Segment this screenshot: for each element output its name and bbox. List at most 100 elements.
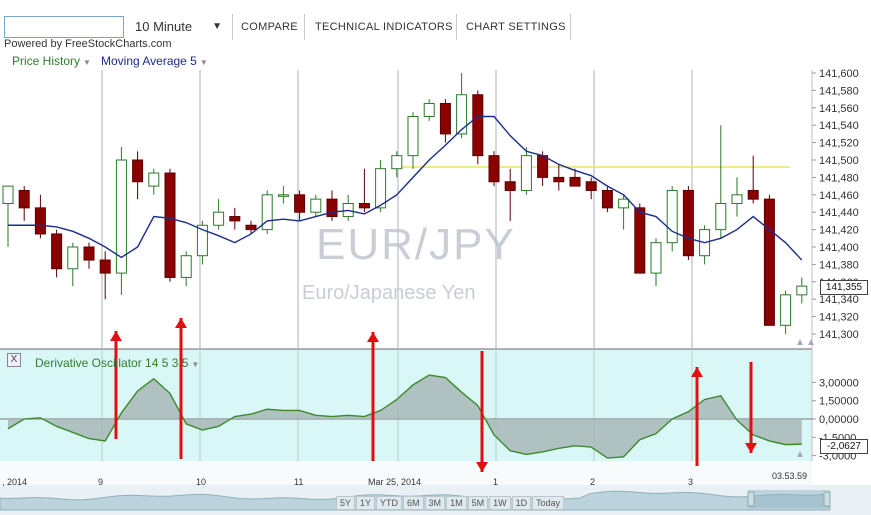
candle-body — [504, 181, 516, 191]
time-axis: , 2014 9 10 11 Mar 25, 2014 1 2 3 03.53.59 — [2, 471, 807, 487]
price-axis: 141,600 141,580 141,560 141,540 141,520 141,5… — [812, 68, 859, 341]
range-button[interactable]: 1W — [489, 496, 511, 510]
candle — [164, 168, 176, 282]
candle-body — [666, 189, 678, 244]
arrow-head — [476, 462, 488, 472]
price-axis-label: 141,500 — [819, 155, 859, 167]
candle-body — [99, 259, 111, 274]
candle-body — [391, 155, 403, 170]
candle — [650, 238, 662, 287]
candle-body — [132, 159, 144, 183]
oscillator-line — [7, 374, 802, 459]
oscillator-menu[interactable]: Derivative Oscillator 14 5 3 5 ▼ — [35, 356, 199, 370]
candle-body — [229, 216, 241, 222]
time-axis-bg — [0, 461, 812, 485]
candle — [780, 290, 792, 334]
caret-down-icon: ▼ — [212, 21, 222, 32]
caret-down-icon: ▼ — [199, 58, 208, 67]
scroll-up-icon[interactable] — [797, 339, 803, 345]
time-axis-label: 1 — [493, 477, 498, 487]
range-button[interactable]: 5M — [467, 496, 489, 510]
candle — [115, 146, 127, 295]
candle-body — [520, 155, 532, 191]
candle-body — [310, 198, 322, 213]
candle — [763, 194, 775, 326]
candle-body — [294, 194, 306, 213]
candle-body — [747, 189, 759, 200]
up-arrow — [110, 331, 122, 439]
arrow-head — [691, 367, 703, 377]
price-axis-label: 141,420 — [819, 225, 859, 237]
time-axis-label: , 2014 — [2, 477, 27, 487]
candle-body — [456, 94, 468, 135]
range-button[interactable]: Today — [532, 496, 565, 510]
price-axis-label: 141,340 — [819, 294, 859, 306]
candle — [358, 168, 370, 213]
candle-body — [180, 255, 192, 278]
arrow-head — [175, 318, 187, 328]
candle-body — [277, 194, 289, 197]
range-button[interactable]: 1Y — [356, 496, 376, 510]
price-axis-label: 141,480 — [819, 172, 859, 184]
candle — [326, 190, 338, 221]
down-arrow — [476, 351, 488, 472]
candle — [407, 112, 419, 169]
toolbar-divider — [570, 14, 571, 40]
candle — [731, 177, 743, 217]
candle — [51, 229, 63, 278]
candle-body — [164, 172, 176, 278]
range-button[interactable]: 3M — [424, 496, 446, 510]
candle — [229, 207, 241, 230]
candle-body — [650, 242, 662, 274]
technical-indicators-button[interactable]: TECHNICAL INDICATORS — [315, 21, 453, 33]
down-arrow — [745, 362, 757, 453]
candle — [423, 99, 435, 121]
candle-body — [261, 194, 273, 231]
candle — [213, 199, 225, 230]
range-button[interactable]: 6M — [403, 496, 424, 510]
candle — [504, 168, 516, 221]
interval-dropdown[interactable]: 10 Minute ▼ — [131, 16, 226, 38]
candle — [2, 185, 14, 247]
symbol-search-input[interactable] — [4, 16, 124, 38]
navigator-right-handle[interactable] — [823, 491, 831, 507]
price-history-label: Price History — [12, 54, 81, 68]
time-axis-label: 3 — [688, 477, 693, 487]
price-axis-label: 141,400 — [819, 242, 859, 254]
range-button[interactable]: 5Y — [336, 496, 356, 510]
navigator-left-handle[interactable] — [747, 491, 755, 507]
moving-average-menu[interactable]: Moving Average 5 ▼ — [101, 54, 208, 68]
range-button[interactable]: YTD — [376, 496, 403, 510]
powered-by-label: Powered by FreeStockCharts.com — [4, 38, 172, 50]
price-axis-label: 141,540 — [819, 120, 859, 132]
candlestick-series — [2, 73, 808, 334]
candle-body — [2, 185, 14, 205]
candle — [18, 186, 30, 221]
range-button[interactable]: 1D — [511, 496, 532, 510]
candle — [520, 146, 532, 195]
scroll-up-icon[interactable] — [797, 451, 803, 457]
grid-lines — [101, 70, 693, 461]
candle-body — [148, 172, 160, 187]
close-indicator-button[interactable]: X — [7, 353, 21, 367]
chart-settings-button[interactable]: CHART SETTINGS — [466, 21, 566, 33]
current-price-tag: 141,355 — [820, 280, 868, 295]
oscillator-axis-label: 0,00000 — [819, 414, 859, 426]
candle — [585, 177, 597, 200]
scroll-up-icon[interactable] — [808, 339, 814, 345]
price-axis-label: 141,580 — [819, 85, 859, 97]
compare-button[interactable]: COMPARE — [241, 21, 298, 33]
candle-body — [601, 189, 613, 209]
price-history-menu[interactable]: Price History ▼ — [12, 54, 91, 68]
price-axis-label: 141,320 — [819, 312, 859, 324]
candle-body — [731, 194, 743, 205]
interval-value: 10 Minute — [135, 19, 193, 34]
candle — [83, 242, 95, 269]
price-axis-label: 141,380 — [819, 259, 859, 271]
range-button[interactable]: 1M — [446, 496, 467, 510]
candle-body — [780, 294, 792, 326]
candle-body — [439, 102, 451, 135]
candle-body — [196, 224, 208, 257]
navigator-window[interactable] — [748, 490, 830, 508]
